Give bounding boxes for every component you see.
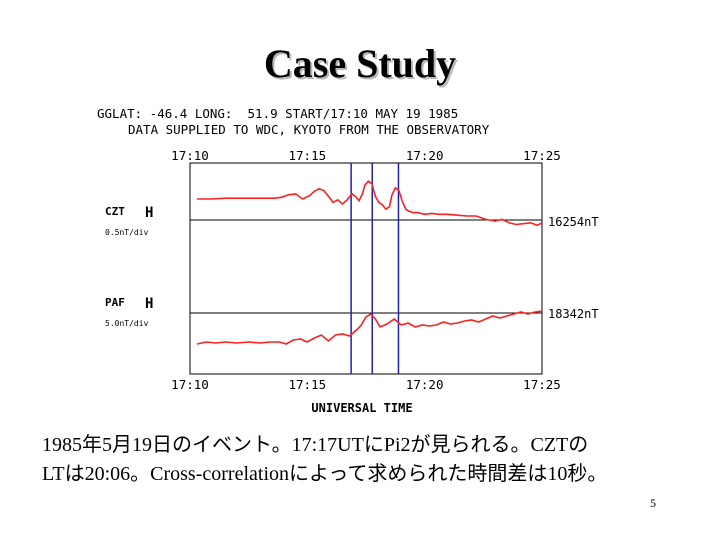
czt-station-label: CZT bbox=[105, 205, 125, 218]
czt-component-label: H bbox=[145, 205, 153, 221]
czt-scale-label: 0.5nT/div bbox=[105, 228, 149, 237]
x-tick-label-bottom: 17:25 bbox=[523, 377, 561, 392]
paf-baseline-value: 18342nT bbox=[548, 307, 599, 321]
paf-h-trace bbox=[196, 310, 543, 345]
czt-baseline-value: 16254nT bbox=[548, 215, 599, 229]
plot-frame bbox=[189, 162, 543, 375]
caption-line-1: 1985年5月19日のイベント。17:17UTにPi2が見られる。CZTの bbox=[42, 434, 589, 456]
x-tick-label-top: 17:15 bbox=[289, 148, 327, 163]
slide-title: Case Study bbox=[263, 41, 457, 86]
chart-header-data-source: DATA SUPPLIED TO WDC, KYOTO FROM THE OBS… bbox=[128, 122, 490, 137]
x-tick-label-top: 17:10 bbox=[171, 148, 209, 163]
chart-header-station-info: GGLAT: -46.4 LONG: 51.9 START/17:10 MAY … bbox=[97, 106, 459, 121]
x-axis-title: UNIVERSAL TIME bbox=[311, 401, 412, 415]
paf-component-label: H bbox=[145, 296, 153, 312]
paf-station-label: PAF bbox=[105, 296, 125, 309]
x-tick-label-bottom: 17:15 bbox=[289, 377, 327, 392]
caption-line-2: LTは20:06。Cross-correlationによって求められた時間差は1… bbox=[42, 463, 608, 485]
x-tick-label-bottom: 17:10 bbox=[171, 377, 209, 392]
page-number: 5 bbox=[650, 496, 656, 510]
x-tick-label-top: 17:25 bbox=[523, 148, 561, 163]
czt-h-trace bbox=[197, 180, 543, 227]
paf-scale-label: 5.0nT/div bbox=[105, 319, 149, 328]
x-tick-label-bottom: 17:20 bbox=[406, 377, 444, 392]
x-tick-label-top: 17:20 bbox=[406, 148, 444, 163]
magnetogram-chart: CZT H 0.5nT/div 16254nT PAF H 5.0nT/div … bbox=[105, 148, 599, 415]
